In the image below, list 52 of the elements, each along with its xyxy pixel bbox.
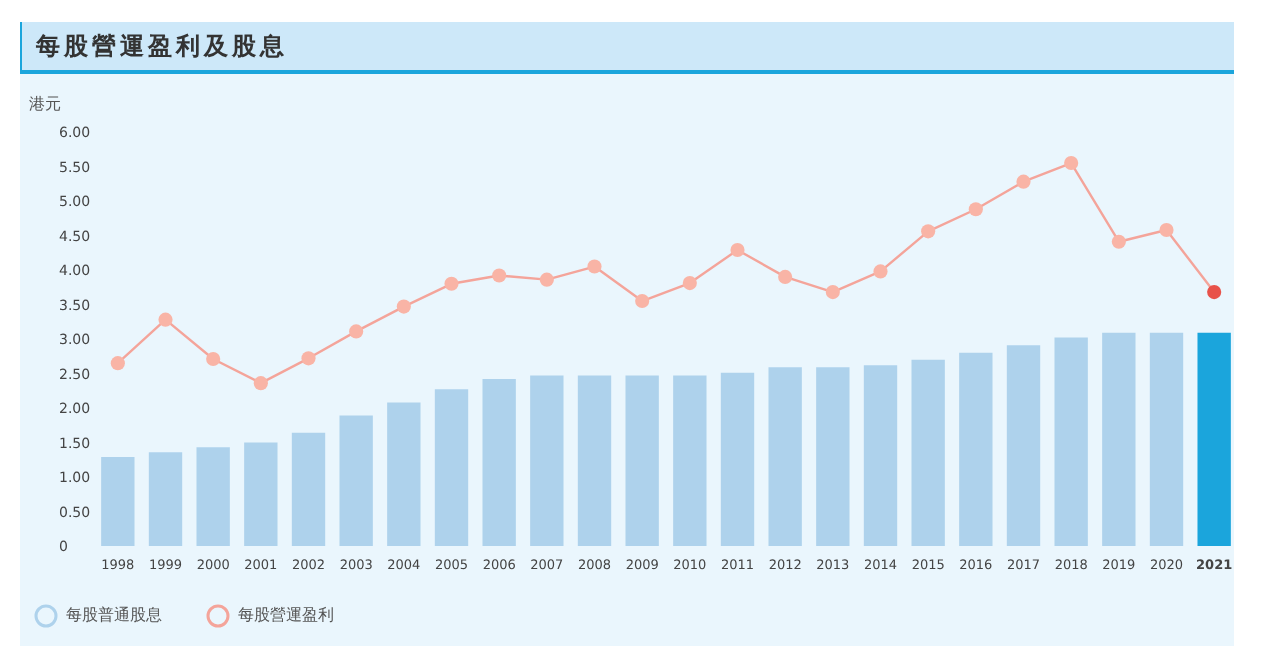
point — [873, 264, 888, 279]
point — [1159, 222, 1174, 238]
bar — [339, 415, 373, 546]
point — [968, 202, 983, 217]
bar — [387, 402, 421, 546]
point — [492, 268, 507, 283]
bar — [1197, 332, 1231, 546]
point — [1111, 234, 1126, 249]
point — [301, 351, 316, 366]
bar — [1102, 332, 1136, 546]
point — [1207, 285, 1222, 300]
point — [444, 276, 459, 291]
bar — [816, 367, 850, 546]
bar — [291, 432, 326, 546]
bar — [577, 375, 612, 546]
point — [206, 351, 221, 367]
bar — [863, 365, 898, 546]
point — [110, 356, 125, 371]
bar — [434, 389, 469, 546]
point — [921, 224, 936, 239]
point — [396, 299, 411, 314]
bar — [1149, 332, 1184, 546]
legend-label: 每股普通股息 — [66, 606, 162, 624]
bar — [720, 372, 755, 546]
point — [825, 285, 840, 300]
bar — [530, 375, 564, 546]
bar — [244, 442, 278, 546]
point — [1064, 155, 1079, 171]
point — [682, 276, 697, 291]
bar — [148, 452, 183, 546]
point — [730, 242, 745, 258]
chart-title: 每股營運盈利及股息 — [20, 22, 1234, 74]
bar — [911, 359, 945, 546]
bar — [625, 375, 659, 546]
bar — [1054, 337, 1088, 546]
point — [587, 259, 602, 274]
bar — [673, 375, 707, 546]
point — [539, 272, 554, 287]
bar — [101, 456, 135, 546]
point — [778, 269, 793, 284]
bar — [768, 367, 802, 546]
point — [349, 324, 364, 339]
bar — [196, 447, 230, 546]
point — [158, 312, 173, 327]
bar — [482, 379, 516, 546]
legend-label: 每股營運盈利 — [238, 606, 334, 624]
y-axis-title: 港元 — [29, 95, 61, 113]
point — [253, 376, 268, 391]
point — [635, 293, 650, 309]
bar — [1006, 345, 1041, 546]
bar — [959, 352, 993, 546]
point — [1016, 174, 1031, 189]
